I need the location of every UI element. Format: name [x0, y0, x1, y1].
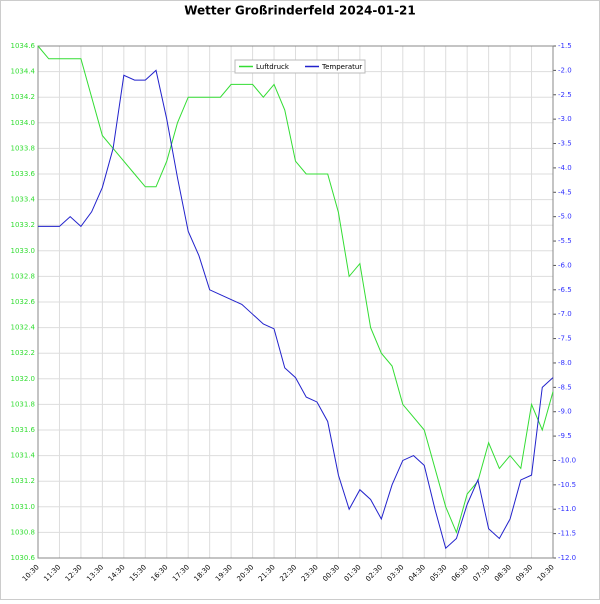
y2-tick-label: -10.0 [558, 456, 576, 464]
line [37, 45, 554, 534]
y2-tick-label: -11.0 [558, 505, 576, 513]
y-tick-label: 1032.0 [11, 375, 36, 383]
plot-border [37, 45, 554, 559]
y-tick-label: 1033.6 [11, 170, 36, 178]
y2-tick-label: -10.5 [558, 481, 576, 489]
y2-tick-label: -5.5 [558, 237, 572, 245]
y-tick-label: 1033.8 [11, 144, 36, 152]
y-tick-label: 1032.8 [11, 272, 36, 280]
y2-tick-label: -11.5 [558, 530, 576, 538]
y2-tick-label: -7.5 [558, 335, 572, 343]
y-tick-label: 1031.6 [11, 426, 36, 434]
y-tick-label: 1033.0 [11, 247, 36, 255]
y2-tick-label: -8.0 [558, 359, 572, 367]
y-tick-label: 1031.0 [11, 503, 36, 511]
y-tick-label: 1030.6 [11, 554, 36, 562]
y2-tick-label: -4.0 [558, 164, 572, 172]
y-tick-label: 1034.6 [11, 42, 36, 50]
y-tick-label: 1033.4 [11, 196, 36, 204]
y2-tick-label: -7.0 [558, 310, 572, 318]
y2-tick-label: -5.0 [558, 213, 572, 221]
y2-tick-label: -3.0 [558, 115, 572, 123]
y-tick-label: 1034.2 [11, 93, 36, 101]
y-tick-label: 1032.2 [11, 349, 36, 357]
y-tick-label: 1031.4 [11, 452, 36, 460]
legend-label: Luftdruck [256, 63, 290, 71]
y2-tick-label: -2.0 [558, 66, 572, 74]
line [38, 69, 554, 550]
y2-tick-label: -12.0 [558, 554, 576, 562]
legend-box [234, 59, 366, 74]
y-tick-label: 1032.4 [11, 324, 36, 332]
legend-label: Temperatur [321, 63, 362, 71]
y2-tick-label: -9.0 [558, 408, 572, 416]
y-tick-label: 1030.8 [11, 528, 36, 536]
y-tick-label: 1032.6 [11, 298, 36, 306]
chart-title: Wetter Großrinderfeld 2024-01-21 [184, 4, 416, 18]
y2-tick-label: -6.0 [558, 261, 572, 269]
y-tick-label: 1031.2 [11, 477, 36, 485]
y2-tick-label: -3.5 [558, 140, 572, 148]
y2-tick-label: -8.5 [558, 383, 572, 391]
y2-tick-label: -9.5 [558, 432, 572, 440]
y2-tick-label: -6.5 [558, 286, 572, 294]
y2-tick-label: -2.5 [558, 91, 572, 99]
y2-tick-label: -1.5 [558, 42, 572, 50]
y-tick-label: 1033.2 [11, 221, 36, 229]
y2-tick-label: -4.5 [558, 188, 572, 196]
y-tick-label: 1034.4 [11, 68, 36, 76]
y-tick-label: 1034.0 [11, 119, 36, 127]
y-tick-label: 1031.8 [11, 400, 36, 408]
